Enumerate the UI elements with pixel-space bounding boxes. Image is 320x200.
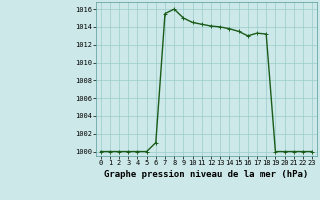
X-axis label: Graphe pression niveau de la mer (hPa): Graphe pression niveau de la mer (hPa) [104,170,308,179]
